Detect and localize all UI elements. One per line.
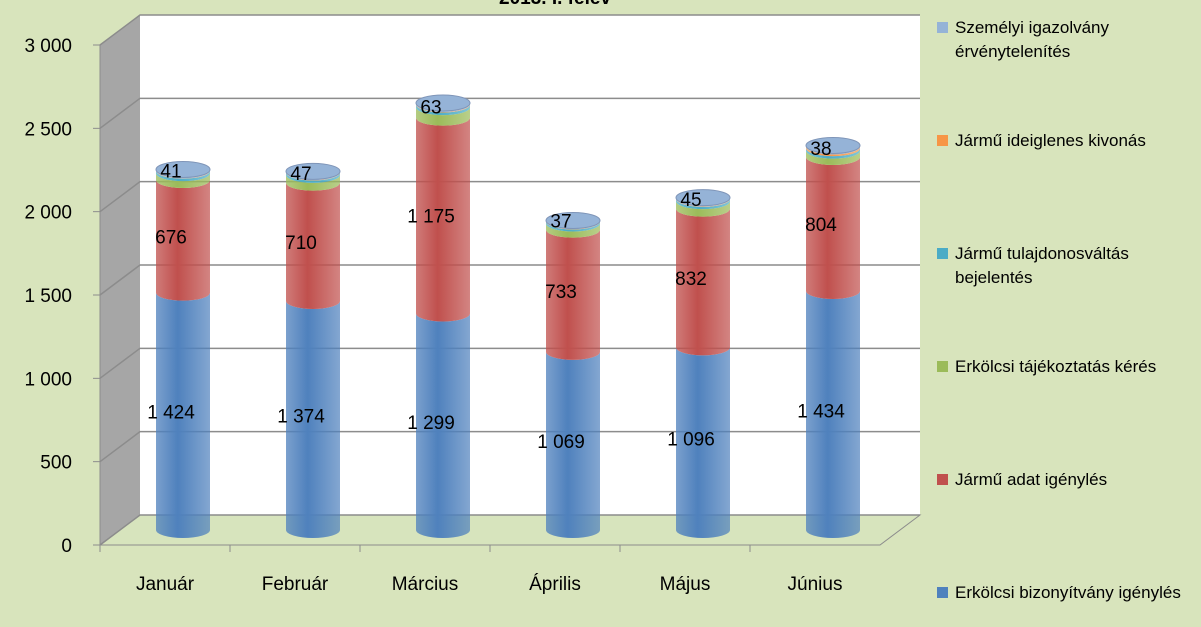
legend-label: Erkölcsi bizonyítvány igénylés [955, 583, 1181, 602]
cylinder-segment [546, 351, 600, 538]
y-tick-label: 1 000 [24, 369, 72, 390]
y-tick-label: 3 000 [24, 36, 72, 57]
data-label: 733 [545, 282, 577, 303]
legend-label: Személyi igazolvány érvénytelenítés [955, 18, 1110, 61]
cylinder-segment [416, 117, 470, 322]
legend-swatch [937, 361, 948, 372]
cylinder-segment [546, 223, 600, 238]
cylinder-segment [806, 150, 860, 165]
data-label: 45 [680, 190, 701, 211]
cylinder-segment [416, 313, 470, 538]
legend-swatch [937, 248, 948, 259]
cylinder-segment [676, 347, 730, 538]
data-label: 1 175 [407, 207, 455, 228]
grid-line [99, 14, 920, 46]
floor [98, 514, 922, 546]
x-tick-label: Február [262, 574, 329, 595]
cylinder-segment [416, 104, 470, 116]
x-tick-label: Március [392, 574, 459, 595]
grid-line [99, 347, 920, 379]
legend-label: Jármű tulajdonosváltás bejelentés [955, 244, 1129, 287]
data-label: 1 374 [277, 407, 325, 428]
cylinder-segment [676, 208, 730, 356]
x-tick-label: Május [660, 574, 711, 595]
data-label: 676 [155, 227, 187, 248]
cylinder-segment [156, 180, 210, 301]
y-tick-label: 2 500 [24, 119, 72, 140]
x-tick-label: Június [788, 574, 843, 595]
grid-line [99, 180, 920, 213]
legend-label: Jármű ideiglenes kivonás [955, 131, 1146, 150]
grid-line [99, 264, 920, 296]
data-label: 1 069 [537, 432, 585, 453]
y-tick-label: 2 000 [24, 203, 72, 224]
legend-label: Jármű adat igénylés [955, 470, 1108, 489]
data-label: 1 299 [407, 413, 455, 434]
grid-line [99, 97, 920, 129]
data-label: 1 424 [147, 402, 195, 423]
legend-swatch [937, 135, 948, 146]
data-label: 1 434 [797, 402, 845, 423]
data-label: 710 [285, 233, 317, 254]
cylinder-segment [806, 291, 860, 538]
cylinder-segment [286, 174, 340, 191]
legend-swatch [937, 474, 948, 485]
legend-swatch [937, 22, 948, 33]
x-tick-label: Január [136, 574, 195, 595]
cylinder-segment [676, 198, 730, 210]
cylinder-segment [286, 172, 340, 183]
data-label: 41 [160, 162, 181, 183]
cylinder-segment [546, 229, 600, 360]
data-label: 63 [420, 97, 441, 118]
data-label: 1 096 [667, 430, 715, 451]
cylinder-cap [675, 189, 731, 207]
cylinder-segment [806, 157, 860, 299]
legend-label: Erkölcsi tájékoztatás kérés [955, 357, 1157, 376]
grid-line [99, 514, 920, 546]
y-tick-label: 0 [61, 536, 72, 557]
cylinder-segment [806, 146, 860, 157]
cylinder-cap [545, 212, 601, 229]
cylinder-cap [415, 94, 471, 112]
y-tick-label: 1 500 [24, 286, 72, 307]
cylinder-segment [676, 201, 730, 217]
cylinder-segment [156, 170, 210, 182]
data-label: 47 [290, 164, 311, 185]
x-tick-label: Április [529, 574, 581, 595]
cylinder-segment [416, 107, 470, 126]
grid-line [99, 430, 920, 463]
cylinder-segment [806, 148, 860, 159]
cylinder-cap [155, 161, 211, 178]
cylinder-segment [156, 173, 210, 188]
cylinder-segment [156, 292, 210, 538]
y-tick-label: 500 [40, 453, 72, 474]
cylinder-segment [286, 301, 340, 538]
chart-title: 2013. I. félév [499, 0, 611, 9]
data-label: 832 [675, 269, 707, 290]
data-label: 804 [805, 215, 837, 236]
data-label: 38 [810, 139, 831, 160]
cylinder-cap [285, 162, 341, 180]
cylinder-segment [546, 221, 600, 232]
cylinder-segment [286, 182, 340, 309]
legend-swatch [937, 587, 948, 598]
cylinder-cap [805, 137, 861, 154]
data-label: 37 [550, 212, 571, 233]
